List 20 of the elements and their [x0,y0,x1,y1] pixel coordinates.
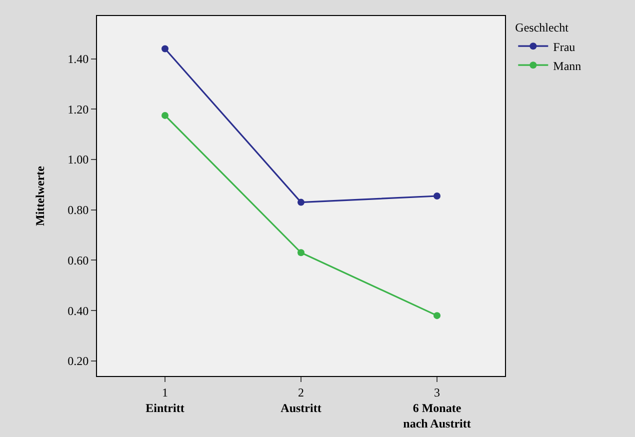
y-tick-label: 1.20 [68,102,89,116]
x-tick-label: 3 6 Monate nach Austritt [403,385,471,431]
point [162,45,168,52]
legend-label: Frau [553,40,576,54]
y-tick-label: 0.20 [68,354,89,368]
y-tick-label: 0.60 [68,253,89,268]
y-axis-title: Mittelwerte [32,165,47,226]
legend-title: Geschlecht [515,20,570,35]
point [298,249,304,256]
x-tick-label: 1 Eintritt [146,385,184,415]
y-tick-label: 0.80 [68,203,89,218]
point [162,112,168,119]
point [298,198,304,206]
point [434,192,440,200]
point [434,312,440,320]
y-tick-label: 1.00 [68,152,89,167]
x-tick-label: 2 Austritt [280,385,322,415]
legend-label: Mann [553,58,582,73]
y-tick-label: 0.40 [68,304,89,318]
y-tick-label: 1.40 [68,52,89,66]
